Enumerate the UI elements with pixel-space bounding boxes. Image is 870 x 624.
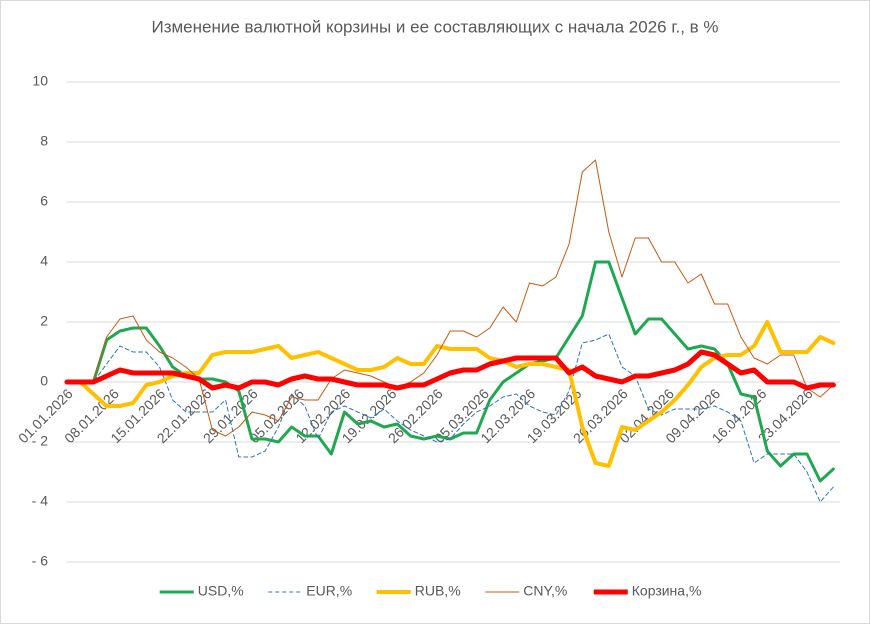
series-line: [66, 159, 834, 437]
y-tick-label: 8: [40, 133, 48, 149]
y-tick-label: - 6: [32, 553, 49, 569]
series-line: [65, 320, 836, 468]
y-tick-label: 10: [32, 73, 48, 89]
series-line: [66, 333, 834, 503]
series-line: [64, 349, 836, 391]
legend-label: EUR,%: [306, 583, 352, 599]
y-tick-label: - 4: [32, 493, 49, 509]
legend-label: CNY,%: [523, 583, 567, 599]
y-tick-label: 0: [40, 373, 48, 389]
legend-label: USD,%: [198, 583, 244, 599]
y-tick-label: 2: [40, 313, 48, 329]
legend-label: Корзина,%: [632, 583, 702, 599]
chart-title: Изменение валютной корзины и ее составля…: [151, 17, 718, 36]
y-tick-label: 4: [40, 253, 48, 269]
y-tick-label: 6: [40, 193, 48, 209]
legend-label: RUB,%: [415, 583, 461, 599]
y-tick-label: - 2: [32, 433, 49, 449]
